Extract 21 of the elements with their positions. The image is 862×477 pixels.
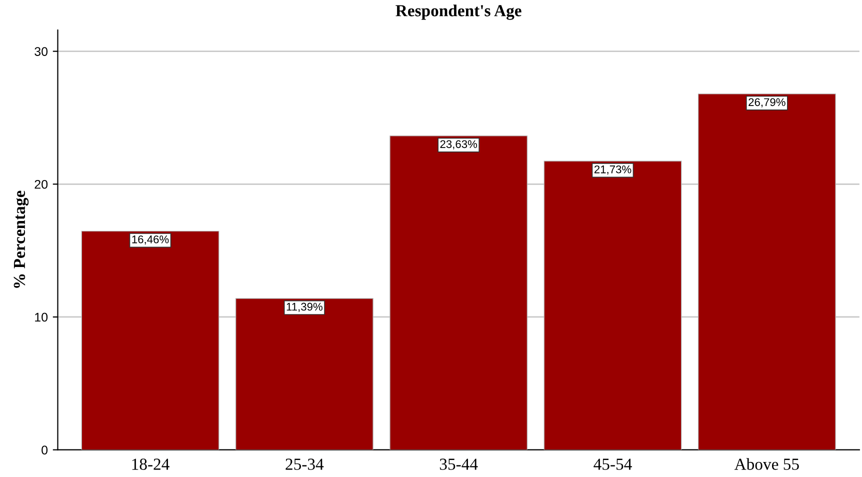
data-label: 11,39% [286, 302, 322, 312]
data-label: 16,46% [132, 235, 169, 245]
data-label: 26,79% [748, 98, 786, 108]
x-tick-label: 35-44 [440, 458, 478, 470]
y-tick-label: 10 [35, 312, 48, 322]
y-tick-label: 0 [42, 446, 48, 454]
chart-title: Respondent's Age [396, 4, 522, 20]
y-tick-label: 30 [34, 47, 48, 56]
x-tick-label: 25-34 [286, 458, 324, 470]
bar [81, 230, 220, 450]
data-label: 21,73% [594, 165, 632, 175]
bar [390, 136, 528, 450]
bar [235, 298, 374, 450]
x-tick-label: 45-54 [594, 458, 632, 470]
bar [698, 94, 836, 450]
y-axis-title: % Percentage [14, 190, 29, 288]
bar [544, 160, 682, 450]
y-tick-label: 20 [34, 180, 48, 189]
data-label: 23,63% [440, 140, 478, 150]
x-tick-label: Above 55 [734, 458, 799, 470]
x-tick-label: 18-24 [132, 458, 170, 470]
